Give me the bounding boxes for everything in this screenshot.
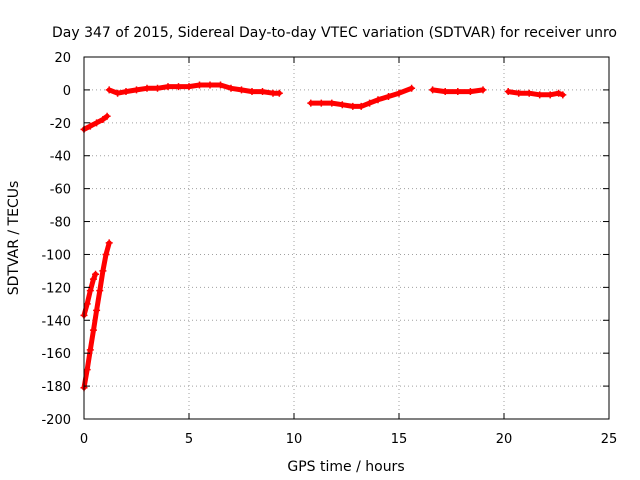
y-tick-label: -180 (41, 380, 71, 395)
y-tick-label: -160 (41, 347, 71, 362)
data-point (143, 84, 151, 92)
data-point (555, 89, 563, 97)
data-point (248, 88, 256, 96)
data-point (83, 366, 91, 374)
data-trace (81, 240, 112, 391)
data-point (546, 91, 554, 99)
data-point (122, 88, 130, 96)
data-point (93, 119, 101, 127)
x-axis-label: GPS time / hours (287, 459, 404, 475)
data-point (504, 88, 512, 96)
data-point (275, 89, 283, 97)
data-point (86, 346, 94, 354)
data-point (103, 112, 111, 120)
data-point (349, 102, 357, 110)
x-tick-label: 10 (286, 432, 303, 447)
data-point (89, 275, 97, 283)
y-tick-label: -60 (50, 183, 71, 198)
data-point (105, 239, 113, 247)
tick-layer: 0 5 10 15 20 25 20 0 -20 -40 -60 -80 -100 -120 -140 -16… (41, 51, 617, 447)
chart-title: Day 347 of 2015, Sidereal Day-to-day VTE… (52, 25, 617, 41)
y-tick-label: 0 (63, 84, 71, 99)
data-point (83, 300, 91, 308)
data-point (96, 287, 104, 295)
data-point (93, 306, 101, 314)
data-point (466, 88, 474, 96)
data-point (217, 81, 224, 89)
data-point (269, 89, 277, 97)
data-point (454, 88, 462, 96)
data-point (559, 91, 567, 99)
y-tick-label: -40 (50, 150, 71, 165)
y-tick-label: -80 (50, 216, 71, 231)
data-point (227, 84, 235, 92)
data-point (114, 89, 122, 97)
plot-frame (83, 56, 610, 420)
data-point (395, 89, 403, 97)
data-point (154, 84, 161, 92)
data-point (338, 101, 346, 109)
data-point (374, 96, 382, 104)
data-point (479, 86, 487, 94)
x-tick-label: 20 (496, 432, 513, 447)
y-axis-label: SDTVAR / TECUs (6, 181, 22, 296)
data-point (536, 91, 544, 99)
y-tick-label: 20 (54, 51, 71, 66)
x-tick-label: 15 (391, 432, 408, 447)
data-point (525, 89, 533, 97)
data-point (175, 83, 182, 91)
x-tick-label: 5 (185, 432, 193, 447)
y-tick-label: -20 (50, 117, 71, 132)
data-point (441, 88, 449, 96)
y-tick-label: -140 (41, 314, 71, 329)
data-point (86, 122, 94, 130)
data-point (238, 86, 245, 94)
data-point (89, 326, 97, 334)
data-point (105, 86, 113, 94)
data-point (366, 99, 374, 107)
data-point (196, 81, 203, 89)
y-tick-label: -120 (41, 281, 71, 296)
data-point (259, 88, 266, 96)
data-point (164, 83, 172, 91)
data-point (86, 287, 94, 295)
data-point (206, 81, 214, 89)
data-point (385, 92, 392, 100)
y-tick-label: -100 (41, 248, 71, 263)
grid-layer (84, 57, 609, 419)
data-point (515, 89, 523, 97)
data-point (133, 86, 140, 94)
x-tick-label: 25 (601, 432, 618, 447)
data-point (99, 267, 107, 275)
data-point (328, 99, 336, 107)
data-point (92, 270, 100, 278)
data-point (408, 84, 416, 92)
y-tick-label: -200 (41, 413, 71, 428)
data-point (429, 86, 437, 94)
data-point (99, 116, 107, 124)
data-point (102, 250, 110, 258)
data-point (317, 99, 325, 107)
data-point (307, 99, 315, 107)
data-layer (80, 81, 567, 392)
x-tick-label: 0 (80, 432, 88, 447)
data-point (185, 83, 193, 91)
data-point (357, 102, 365, 110)
